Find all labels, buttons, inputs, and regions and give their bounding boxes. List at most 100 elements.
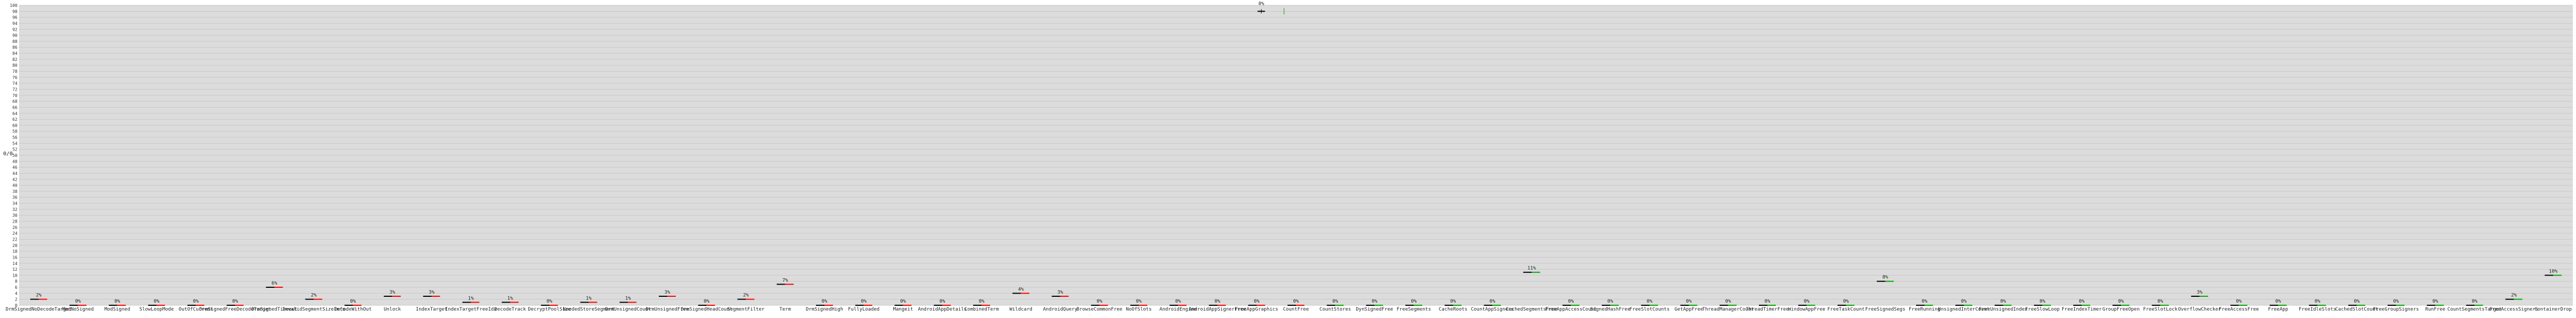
- bar-value-label: 2%: [311, 293, 316, 298]
- y-tick-label: 64: [12, 111, 17, 116]
- x-category-label: DrmUnsignedCount: [605, 307, 651, 312]
- bar-value-label: 0%: [232, 299, 238, 304]
- x-category-label: FreeApp: [2268, 307, 2288, 312]
- y-tick-label: 84: [12, 51, 17, 56]
- bar-value-label: 3%: [1057, 290, 1063, 295]
- bar-value-label: 0%: [1175, 299, 1181, 304]
- y-tick-label: 94: [12, 21, 17, 26]
- bar-value-label: 0%: [2000, 299, 2006, 304]
- bar-value-label: 0%: [1450, 299, 1456, 304]
- bar-value-label: 0%: [1096, 299, 1102, 304]
- y-tick-label: 68: [12, 99, 17, 104]
- bar-value-label: 11%: [1527, 266, 1536, 271]
- x-category-label: OutOfCurrent: [179, 307, 213, 312]
- y-tick-label: 58: [12, 129, 17, 134]
- bar-value-label: 0%: [2118, 299, 2124, 304]
- bar-value-label: 0%: [2275, 299, 2281, 304]
- x-category-label: FreeAppAccessCount: [1545, 307, 1597, 312]
- x-category-label: CombinedTerm: [965, 307, 999, 312]
- y-tick-label: 28: [12, 219, 17, 224]
- bar-value-label: 0%: [2236, 299, 2242, 304]
- bar-value-label: 3%: [389, 290, 395, 295]
- y-tick-label: 96: [12, 15, 17, 20]
- x-category-label: FreeGroupSigners: [2373, 307, 2419, 312]
- x-category-label: DecodeTrack: [494, 307, 526, 312]
- x-category-label: FreeRunning: [1909, 307, 1940, 312]
- y-tick-label: 16: [12, 255, 17, 260]
- bar-value-label: 0%: [1843, 299, 1849, 304]
- y-tick-label: 74: [12, 81, 17, 86]
- x-category-label: GroupFreeOpen: [2102, 307, 2139, 312]
- x-category-label: DrmSignedHeadCount: [681, 307, 733, 312]
- y-tick-label: 30: [12, 213, 17, 218]
- bar-value-label: 0%: [1922, 299, 1928, 304]
- x-category-label: FreeUnsignedIndex: [1979, 307, 2028, 312]
- bar-value-label: 3%: [429, 290, 434, 295]
- x-category-label: ThreadTimerFree: [1746, 307, 1789, 312]
- bar-value-label: 3%: [665, 290, 670, 295]
- x-category-label: CachedSlotCount: [2335, 307, 2378, 312]
- bar-value-label: 0%: [1411, 299, 1417, 304]
- bar-value-label: 0%: [1490, 299, 1495, 304]
- x-category-label: CountStores: [1319, 307, 1351, 312]
- x-category-label: GetAppFree: [1674, 307, 1703, 312]
- y-tick-label: 42: [12, 177, 17, 182]
- y-tick-label: 90: [12, 33, 17, 38]
- bar-value-label: 0%: [1332, 299, 1338, 304]
- x-category-label: DrmSignedHigh: [806, 307, 843, 312]
- x-category-label: Wildcard: [1010, 307, 1032, 312]
- y-tick-label: 54: [12, 141, 17, 146]
- x-category-label: SegmentFilter: [727, 307, 765, 312]
- x-category-label: AndroidQuery: [1043, 307, 1078, 312]
- bar-value-label: 0%: [939, 299, 945, 304]
- bar-value-label: 8%: [1882, 275, 1888, 280]
- y-tick-label: 12: [12, 267, 17, 272]
- y-tick-label: 72: [12, 87, 17, 92]
- bar-value-label: 1%: [625, 296, 631, 301]
- y-tick-label: 24: [12, 231, 17, 236]
- x-category-label: IndexTarget: [416, 307, 448, 312]
- bar-value-label: 2%: [36, 293, 42, 298]
- bar-value-label: 0%: [1804, 299, 1810, 304]
- x-category-label: CacheRoots: [1439, 307, 1467, 312]
- bar-value-label: 7%: [782, 278, 788, 283]
- bar-value-label: 0%: [704, 299, 710, 304]
- bar-value-label: 0%: [1608, 299, 1613, 304]
- bar-value-label: 1%: [468, 296, 474, 301]
- y-tick-label: 82: [12, 57, 17, 62]
- x-category-label: IndexTargetFreeIdx: [445, 307, 497, 312]
- x-category-label: FreeIdleSlots: [2299, 307, 2336, 312]
- y-tick-label: 44: [12, 171, 17, 176]
- y-tick-label: 50: [12, 153, 17, 158]
- y-tick-label: 40: [12, 183, 17, 188]
- bar-value-label: 3%: [2197, 290, 2202, 295]
- y-tick-label: 18: [12, 249, 17, 254]
- y-tick-label: 8: [15, 279, 17, 284]
- x-category-label: WindowAppFree: [1788, 307, 1825, 312]
- y-tick-label: 14: [12, 261, 17, 266]
- x-category-label: SlowLoopMode: [139, 307, 174, 312]
- x-category-label: BrowseCommonFree: [1076, 307, 1122, 312]
- bar-value-label: 0%: [2433, 299, 2438, 304]
- bar-value-label: 0%: [1254, 299, 1259, 304]
- y-tick-label: 98: [12, 9, 17, 14]
- bar-value-label: 0%: [1568, 299, 1574, 304]
- bar-value-label: 0%: [1765, 299, 1771, 304]
- x-category-label: CountFree: [1283, 307, 1309, 312]
- bar-value-label: 0%: [900, 299, 906, 304]
- bar-value-label: 0%: [1686, 299, 1692, 304]
- bar-value-label: 10%: [2549, 269, 2558, 274]
- x-category-label: ModSigned: [104, 307, 130, 312]
- x-category-label: AndroidAppDetails: [918, 307, 967, 312]
- y-tick-label: 66: [12, 105, 17, 110]
- bar-value-label: 6%: [271, 281, 277, 286]
- x-category-label: FreeSlowLoop: [2025, 307, 2060, 312]
- x-category-label: FreeSlotCounts: [1629, 307, 1670, 312]
- bar-value-label: 0%: [193, 299, 199, 304]
- bar-value-label: 0%: [2354, 299, 2360, 304]
- x-category-label: FreeAccessSigners: [2490, 307, 2538, 312]
- x-category-label: DecryptPoolSize: [528, 307, 571, 312]
- x-category-label: ModNoSigned: [62, 307, 94, 312]
